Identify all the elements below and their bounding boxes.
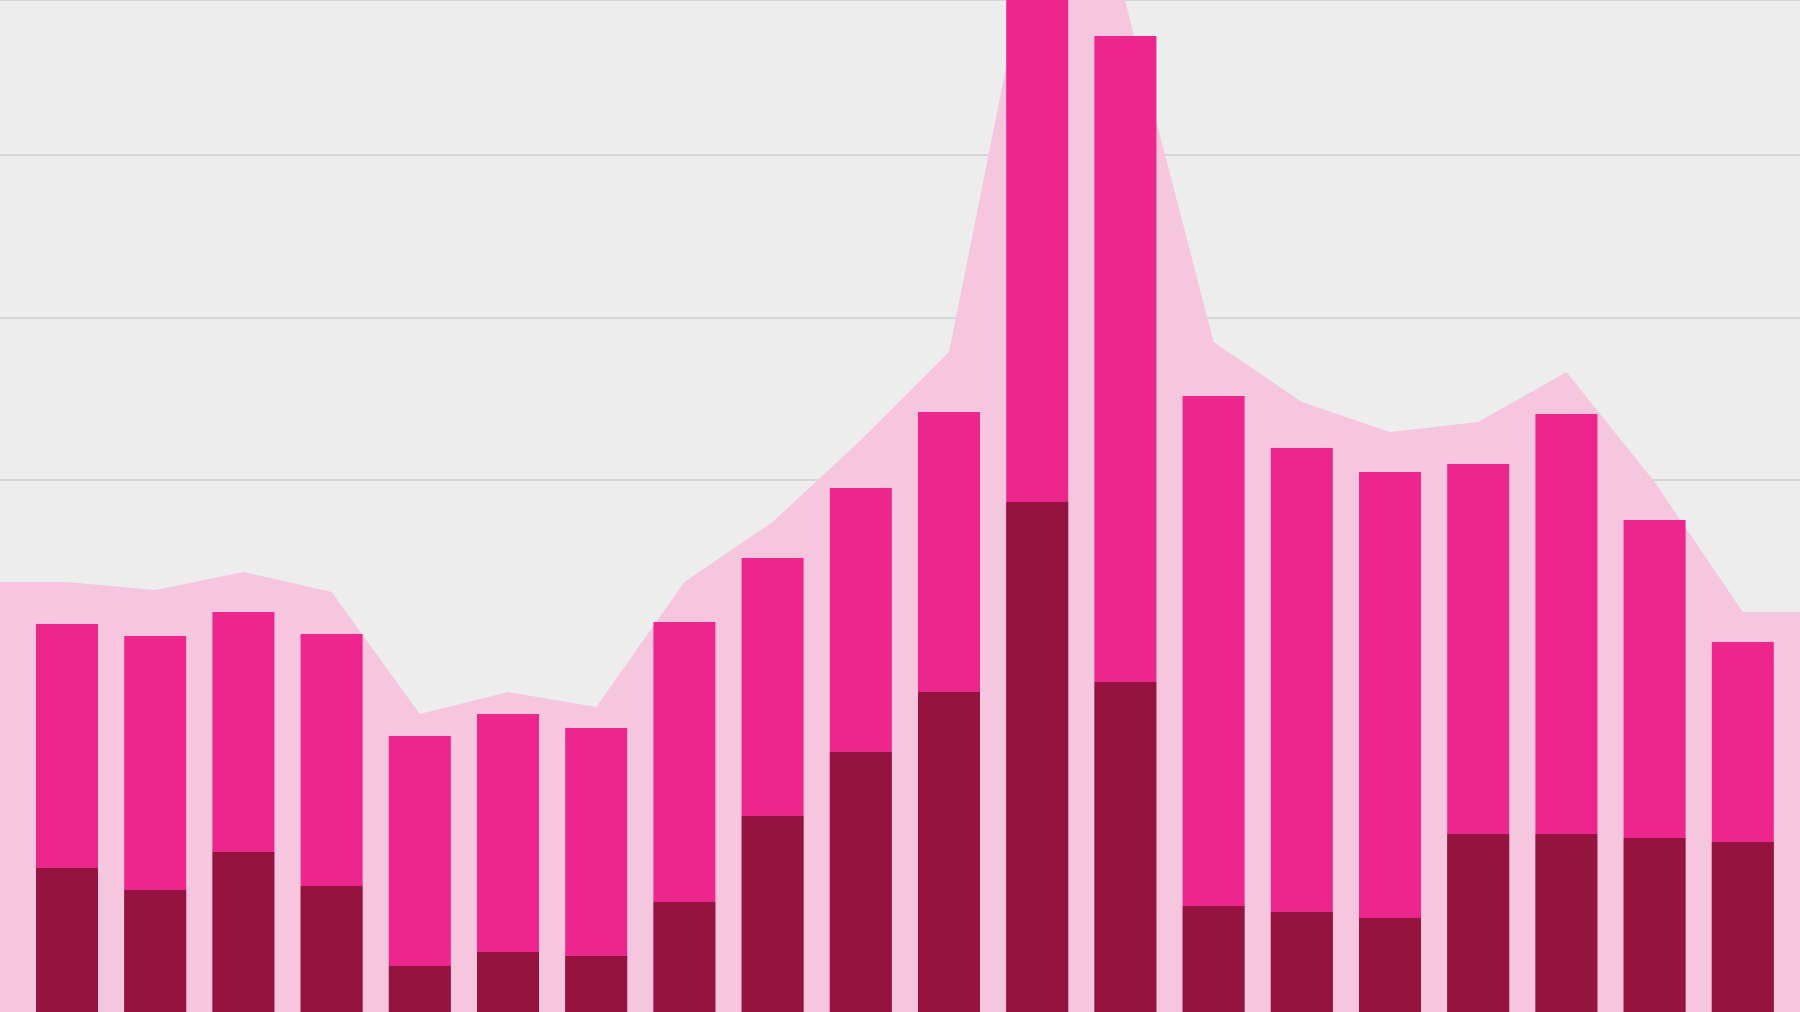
- bar-lower: [1006, 502, 1068, 1012]
- bar-lower: [301, 886, 363, 1012]
- bar-lower: [124, 890, 186, 1012]
- bar-lower: [653, 902, 715, 1012]
- bar-lower: [1094, 682, 1156, 1012]
- bar-lower: [830, 752, 892, 1012]
- bar-lower: [212, 852, 274, 1012]
- bar-lower: [1535, 834, 1597, 1012]
- bar-lower: [1271, 912, 1333, 1012]
- bar-lower: [1359, 918, 1421, 1012]
- bar-lower: [918, 692, 980, 1012]
- bar-lower: [36, 868, 98, 1012]
- bar-lower: [565, 956, 627, 1012]
- stacked-bar-chart: [0, 0, 1800, 1012]
- bar-lower: [477, 952, 539, 1012]
- bar-lower: [742, 816, 804, 1012]
- bar-lower: [1183, 906, 1245, 1012]
- bar-lower: [1712, 842, 1774, 1012]
- bar-lower: [1447, 834, 1509, 1012]
- bar-lower: [389, 966, 451, 1012]
- bar-lower: [1624, 838, 1686, 1012]
